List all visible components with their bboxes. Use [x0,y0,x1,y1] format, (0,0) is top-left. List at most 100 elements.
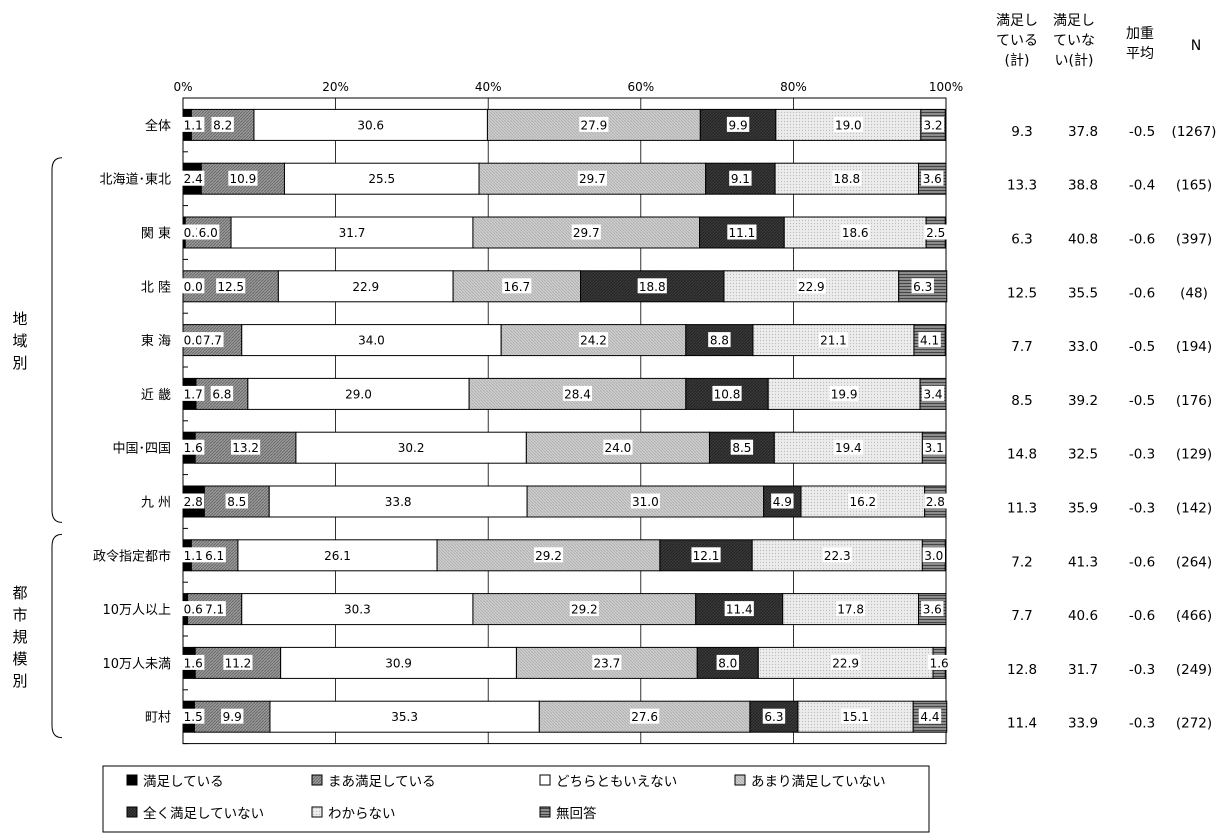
data-label-bg [579,116,609,132]
table-cell: 7.7 [1011,339,1032,355]
data-label: 15.1 [842,710,869,724]
data-label-bg [562,385,593,401]
data-label-bg [796,278,826,294]
data-label: 16.2 [849,495,876,509]
data-label-bg [832,170,862,186]
data-label-bg [918,708,942,724]
x-tick-label: 100% [929,80,963,94]
table-cell: 11.3 [1007,501,1037,517]
data-label-bg [210,385,234,401]
category-label: 政令指定都市 [93,548,171,564]
data-label: 2.8 [184,495,203,509]
data-label: 27.6 [631,710,658,724]
data-label-bg [203,601,226,617]
category-label: 10万人以上 [102,603,171,618]
data-label-bg [921,170,944,186]
data-label-bg [924,493,947,509]
data-label: 4.4 [920,710,939,724]
data-label-bg [533,547,564,563]
legend-label: 全く満足していない [143,805,264,822]
table-cell: 33.9 [1068,716,1098,732]
data-label: 28.4 [564,387,591,401]
data-label-bg [771,493,794,509]
data-label-bg [833,439,863,455]
data-label: 11.4 [726,603,753,617]
data-label-bg [571,224,601,240]
data-label: 3.0 [924,549,943,563]
data-label-bg [182,116,205,132]
x-tick-label: 60% [627,80,654,94]
data-label-bg [924,224,947,240]
data-label: 1.5 [184,710,203,724]
group-label-char: 規 [12,628,27,646]
data-label: 31.7 [339,226,366,240]
data-label: 29.2 [571,603,598,617]
table-cell: (397) [1176,232,1212,248]
table-header: 加重平均 [1126,26,1154,62]
data-label: 0.0 [184,280,203,294]
bar-segment [280,646,517,679]
data-label: 18.6 [842,226,869,240]
legend-label: まあ満足している [328,774,436,790]
table-cell: 11.4 [1007,716,1037,732]
x-tick-label: 80% [780,80,807,94]
group-label-char: 模 [12,650,27,668]
table-cell: -0.5 [1129,124,1155,140]
data-label-bg [922,439,946,455]
data-label: 3.6 [923,172,942,186]
table-cell: -0.3 [1129,447,1155,463]
group-label-char: 都 [12,584,27,602]
category-label: 東 海 [141,333,171,349]
data-label: 6.8 [212,387,231,401]
table-cell: -0.6 [1129,554,1155,570]
data-label-bg [726,116,750,132]
data-label: 34.0 [358,334,385,348]
data-label: 19.9 [831,387,858,401]
data-label: 29.2 [535,549,562,563]
data-label: 2.8 [926,495,945,509]
data-label: 18.8 [639,280,666,294]
data-label: 27.9 [581,118,608,132]
data-label: 4.1 [920,334,939,348]
data-label-bg [578,332,609,348]
data-label: 21.1 [820,334,847,348]
data-label: 9.1 [731,172,750,186]
data-label-bg [182,278,205,294]
table-cell: 35.5 [1068,285,1098,301]
data-label-bg [569,601,599,617]
table-cell: (249) [1176,662,1212,678]
data-label-bg [829,385,859,401]
data-label: 10.9 [230,172,257,186]
data-label: 9.9 [729,118,748,132]
table-cell: 8.5 [1011,393,1032,409]
legend-label: 満足している [143,774,224,790]
data-label: 8.2 [213,118,232,132]
data-label: 1.7 [184,387,203,401]
table-cell: -0.6 [1129,608,1155,624]
table-cell: (272) [1176,716,1212,732]
data-label: 8.5 [227,495,246,509]
category-label: 全体 [145,118,171,134]
data-label: 11.2 [225,656,252,670]
data-label: 12.1 [693,549,720,563]
data-label: 16.7 [503,280,530,294]
data-label: 29.0 [345,387,372,401]
data-label: 18.8 [833,172,860,186]
data-label: 7.1 [205,603,224,617]
data-label: 1.6 [930,656,949,670]
data-label-bg [921,116,945,132]
table-cell: 40.8 [1068,232,1098,248]
table-cell: 12.5 [1007,285,1037,301]
table-cell: 40.6 [1068,608,1098,624]
table-cell: -0.6 [1129,232,1155,248]
data-label-bg [201,332,224,348]
data-label-bg [182,439,205,455]
data-label: 22.9 [832,656,859,670]
data-label-bg [712,385,742,401]
group-label-char: 別 [12,672,27,690]
category-label: 町村 [145,711,171,726]
table-header: 満足していない(計) [1053,13,1095,69]
table-cell: 35.9 [1068,501,1098,517]
data-label-bg [228,170,258,186]
data-label-bg [831,654,861,670]
